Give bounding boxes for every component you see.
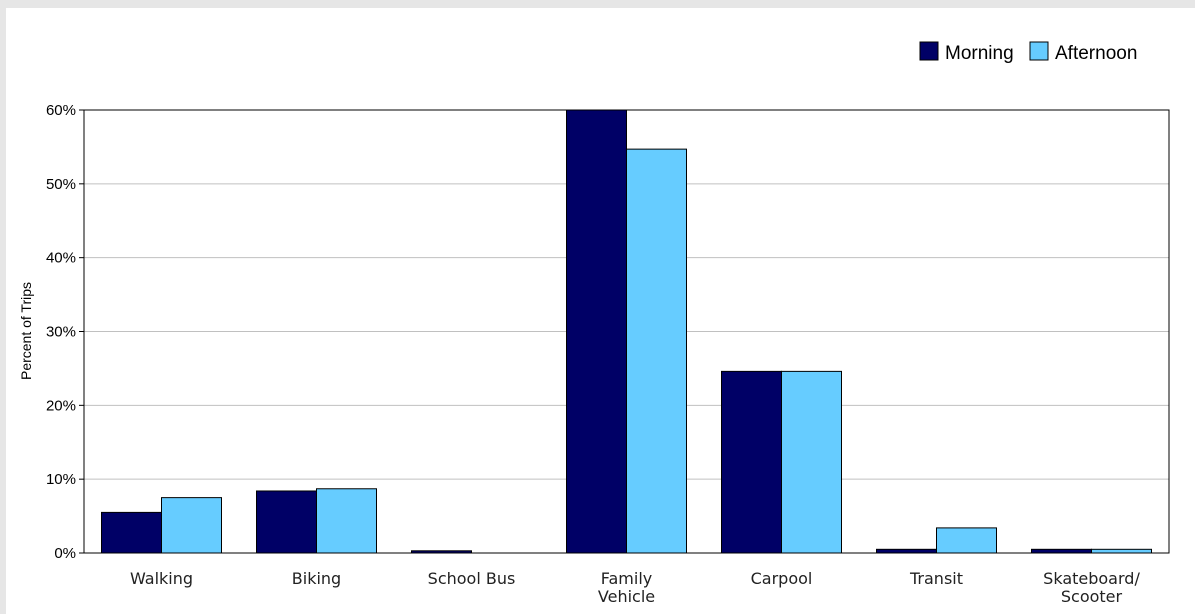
y-tick-label: 60%	[46, 102, 76, 119]
x-tick-label: Walking	[130, 569, 193, 588]
legend-label-afternoon: Afternoon	[1055, 43, 1137, 64]
x-tick-label: Biking	[292, 569, 341, 588]
bar-afternoon-3	[626, 148, 687, 554]
bar-afternoon-4	[781, 370, 842, 554]
bar-afternoon-0	[161, 497, 222, 554]
bar-afternoon-1	[316, 488, 377, 554]
y-tick-label: 40%	[46, 250, 76, 267]
y-tick-label: 30%	[46, 324, 76, 341]
bar-morning-6	[1031, 548, 1092, 554]
bar-afternoon-6	[1091, 548, 1152, 554]
legend-swatch-morning	[919, 41, 939, 61]
x-tick-label: Family Vehicle	[598, 569, 655, 606]
legend-label-morning: Morning	[945, 43, 1014, 64]
x-tick-label: Transit	[909, 569, 963, 588]
legend-swatch-afternoon	[1029, 41, 1049, 61]
y-axis-ticks: 0% 10% 20% 30% 40% 50% 60%	[46, 102, 84, 562]
bar-morning-1	[256, 490, 317, 554]
bar-afternoon-5	[936, 527, 997, 554]
y-tick-label: 10%	[46, 471, 76, 488]
y-axis-label: Percent of Trips	[18, 282, 34, 380]
bar-morning-5	[876, 548, 937, 554]
bar-morning-3	[566, 109, 627, 554]
bars	[101, 109, 1152, 554]
x-tick-label: Carpool	[751, 569, 813, 588]
bar-morning-0	[101, 511, 162, 554]
x-tick-label: School Bus	[428, 569, 516, 588]
legend: Morning Afternoon	[919, 41, 1137, 64]
x-tick-label: Skateboard/Scooter	[1043, 569, 1140, 606]
y-tick-label: 0%	[54, 545, 76, 562]
bar-morning-4	[721, 370, 782, 554]
y-tick-label: 50%	[46, 176, 76, 193]
x-axis-ticks: Walking Biking School Bus Family Vehicle Carp…	[130, 569, 1140, 606]
y-tick-label: 20%	[46, 397, 76, 414]
